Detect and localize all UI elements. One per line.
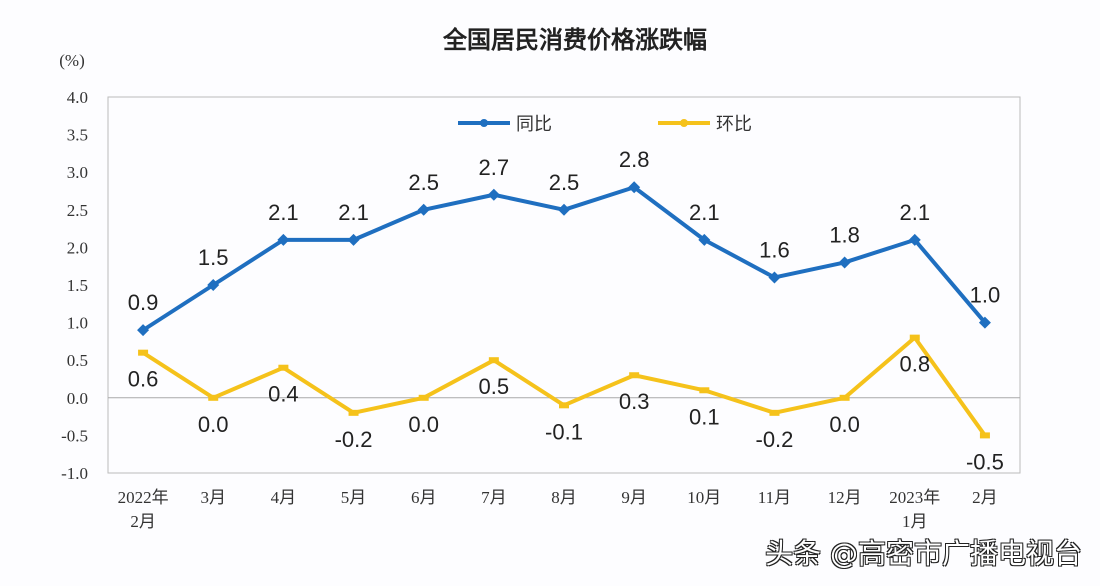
data-label: 2.1 [899, 200, 930, 225]
data-point [208, 394, 219, 401]
x-tick-label: 2022年 [118, 488, 169, 507]
data-point [839, 394, 850, 401]
data-point [558, 203, 570, 216]
data-label: 2.1 [689, 200, 720, 225]
data-label: 0.6 [128, 367, 159, 392]
x-tick-label: 2月 [972, 488, 998, 507]
y-tick-label: 3.5 [67, 126, 88, 145]
data-label: 0.4 [268, 382, 299, 407]
data-point [909, 334, 920, 341]
legend: 同比 环比 [458, 114, 752, 135]
data-label: -0.1 [545, 419, 583, 444]
data-point [978, 316, 991, 329]
x-tick-label: 7月 [481, 488, 507, 507]
data-label: 1.0 [970, 283, 1001, 308]
data-point [908, 233, 921, 246]
y-tick-label: 2.0 [67, 238, 88, 257]
data-point [979, 432, 990, 439]
x-tick-label: 2023年 [889, 488, 940, 507]
y-tick-label: 2.5 [67, 201, 88, 220]
y-axis-label: (%) [59, 51, 84, 70]
data-label: 0.5 [479, 374, 510, 399]
data-point [137, 324, 150, 337]
data-point [347, 233, 360, 246]
data-point [838, 256, 851, 269]
data-point [559, 402, 569, 409]
data-label: 0.9 [128, 290, 159, 315]
plot-area [107, 96, 1021, 474]
legend-marker [480, 119, 488, 127]
y-tick-label: 3.0 [67, 163, 88, 182]
x-tick-label: 2月 [130, 512, 156, 531]
x-tick-label: 4月 [271, 488, 297, 507]
data-label: -0.2 [756, 427, 794, 452]
y-tick-label: 1.5 [67, 276, 88, 295]
legend-marker [680, 119, 688, 127]
legend-label: 同比 [516, 114, 552, 135]
data-point [348, 409, 359, 416]
data-point [278, 364, 289, 371]
data-point [769, 409, 780, 416]
y-tick-label: -1.0 [61, 464, 88, 483]
y-tick-label: 0.0 [67, 389, 88, 408]
y-tick-label: 0.5 [67, 351, 88, 370]
data-label: 2.5 [549, 170, 580, 195]
y-tick-label: -0.5 [61, 426, 88, 445]
data-label: 1.8 [829, 222, 860, 247]
x-tick-label: 5月 [341, 488, 367, 507]
data-label: 2.7 [479, 155, 510, 180]
x-tick-label: 9月 [621, 488, 647, 507]
data-point [487, 188, 500, 201]
data-label: 2.1 [268, 200, 299, 225]
data-label: 0.8 [899, 352, 930, 377]
chart-title: 全国居民消费价格涨跌幅 [442, 26, 707, 54]
data-point [698, 233, 711, 246]
x-tick-label: 3月 [200, 488, 226, 507]
x-tick-label: 1月 [902, 512, 928, 531]
data-label: 1.6 [759, 237, 790, 262]
data-point [418, 394, 429, 401]
data-label: 0.0 [408, 412, 439, 437]
data-point [699, 387, 710, 394]
legend-label: 环比 [716, 114, 752, 135]
data-point [138, 349, 149, 356]
x-tick-label: 8月 [551, 488, 577, 507]
data-label: 2.1 [338, 200, 369, 225]
data-point [417, 203, 430, 216]
data-label: 2.8 [619, 147, 650, 172]
x-tick-label: 10月 [687, 488, 721, 507]
data-point [629, 372, 640, 379]
data-point [628, 181, 641, 194]
x-tick-label: 6月 [411, 488, 437, 507]
y-tick-label: 1.0 [67, 314, 88, 333]
y-tick-label: 4.0 [67, 88, 88, 107]
data-point [768, 271, 781, 284]
x-tick-label: 12月 [828, 488, 862, 507]
data-point [277, 233, 290, 246]
data-label: 0.3 [619, 389, 650, 414]
data-label: -0.2 [335, 427, 373, 452]
data-label: 0.0 [829, 412, 860, 437]
watermark: 头条 @高密市广播电视台 [765, 537, 1082, 570]
data-point [207, 279, 220, 291]
data-label: 0.1 [689, 404, 720, 429]
data-label: -0.5 [966, 449, 1004, 474]
data-label: 2.5 [408, 170, 439, 195]
data-label: 0.0 [198, 412, 229, 437]
data-point [488, 357, 499, 364]
x-tick-label: 11月 [758, 488, 791, 507]
data-label: 1.5 [198, 245, 229, 270]
